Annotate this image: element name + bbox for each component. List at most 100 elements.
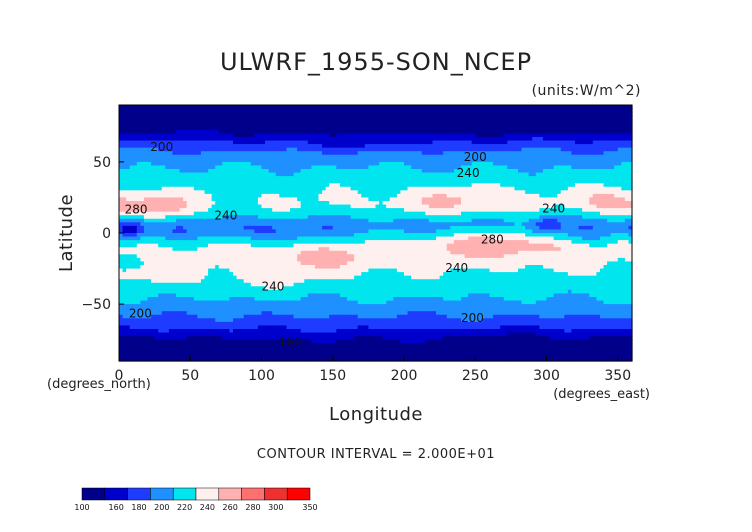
heatmap-cell: [589, 197, 594, 202]
heatmap-cell: [240, 122, 245, 127]
heatmap-cell: [307, 197, 312, 202]
heatmap-cell: [211, 197, 216, 202]
heatmap-cell: [461, 147, 466, 152]
heatmap-cell: [461, 115, 466, 120]
heatmap-cell: [553, 193, 558, 199]
heatmap-cell: [119, 126, 124, 131]
heatmap-cell: [525, 190, 530, 195]
heatmap-cell: [567, 165, 573, 170]
heatmap-cell: [457, 137, 462, 142]
heatmap-cell: [528, 186, 533, 191]
heatmap-cell: [389, 158, 394, 163]
heatmap-cell: [482, 140, 487, 145]
heatmap-cell: [471, 151, 476, 156]
heatmap-cell: [514, 193, 519, 199]
heatmap-cell: [290, 201, 295, 206]
heatmap-cell: [436, 112, 441, 117]
heatmap-cell: [290, 112, 295, 117]
heatmap-cell: [557, 161, 562, 167]
heatmap-cell: [404, 122, 409, 127]
heatmap-cell: [272, 218, 277, 223]
heatmap-cell: [607, 158, 612, 163]
heatmap-cell: [478, 108, 483, 113]
heatmap-cell: [407, 201, 412, 206]
heatmap-cell: [343, 119, 348, 124]
heatmap-cell: [200, 165, 206, 170]
heatmap-cell: [453, 186, 459, 191]
heatmap-cell: [411, 197, 416, 202]
heatmap-cell: [261, 115, 266, 120]
heatmap-cell: [560, 211, 565, 216]
heatmap-cell: [136, 201, 141, 206]
heatmap-cell: [575, 161, 580, 167]
heatmap-cell: [628, 119, 633, 124]
heatmap-cell: [307, 186, 312, 191]
heatmap-cell: [311, 147, 316, 152]
heatmap-cell: [314, 112, 320, 117]
heatmap-cell: [567, 190, 573, 195]
heatmap-cell: [564, 144, 569, 149]
heatmap-cell: [158, 176, 163, 181]
heatmap-cell: [496, 176, 501, 181]
heatmap-cell: [329, 112, 334, 117]
heatmap-cell: [350, 158, 355, 163]
heatmap-cell: [158, 193, 163, 199]
heatmap-cell: [396, 122, 402, 127]
heatmap-cell: [599, 105, 605, 110]
heatmap-cell: [404, 119, 409, 124]
heatmap-cell: [610, 151, 615, 156]
heatmap-cell: [532, 147, 537, 152]
heatmap-cell: [414, 218, 419, 223]
heatmap-cell: [589, 129, 594, 135]
heatmap-cell: [350, 172, 355, 177]
heatmap-cell: [286, 186, 291, 191]
heatmap-cell: [453, 222, 459, 227]
heatmap-cell: [400, 179, 405, 184]
heatmap-cell: [286, 172, 291, 177]
heatmap-cell: [425, 119, 430, 124]
heatmap-cell: [553, 133, 558, 138]
heatmap-cell: [257, 179, 263, 184]
heatmap-cell: [603, 172, 608, 177]
heatmap-cell: [567, 133, 573, 138]
heatmap-cell: [550, 133, 555, 138]
heatmap-cell: [585, 186, 590, 191]
heatmap-cell: [119, 144, 124, 149]
heatmap-cell: [336, 126, 341, 131]
heatmap-cell: [297, 112, 302, 117]
heatmap-cell: [304, 186, 309, 191]
heatmap-cell: [236, 193, 241, 199]
heatmap-cell: [297, 147, 302, 152]
heatmap-cell: [158, 211, 163, 216]
heatmap-cell: [297, 158, 302, 163]
heatmap-cell: [126, 169, 131, 174]
heatmap-cell: [339, 176, 345, 181]
heatmap-cell: [368, 161, 373, 167]
heatmap-cell: [290, 161, 295, 167]
heatmap-cell: [361, 208, 366, 213]
heatmap-cell: [300, 165, 305, 170]
heatmap-cell: [461, 129, 466, 135]
heatmap-cell: [621, 158, 626, 163]
heatmap-cell: [386, 193, 391, 199]
heatmap-cell: [158, 172, 163, 177]
heatmap-cell: [336, 222, 341, 227]
heatmap-cell: [450, 105, 455, 110]
heatmap-cell: [314, 144, 320, 149]
heatmap-cell: [300, 211, 305, 216]
heatmap-cell: [450, 165, 455, 170]
heatmap-cell: [500, 158, 505, 163]
heatmap-cell: [396, 225, 402, 231]
heatmap-cell: [161, 119, 166, 124]
heatmap-cell: [560, 119, 565, 124]
heatmap-cell: [514, 154, 519, 159]
heatmap-cell: [596, 176, 601, 181]
heatmap-cell: [257, 197, 263, 202]
heatmap-cell: [471, 133, 476, 138]
heatmap-cell: [297, 225, 302, 231]
heatmap-cell: [407, 169, 412, 174]
heatmap-cell: [439, 190, 444, 195]
heatmap-cell: [621, 218, 626, 223]
heatmap-cell: [190, 211, 195, 216]
heatmap-cell: [371, 176, 377, 181]
